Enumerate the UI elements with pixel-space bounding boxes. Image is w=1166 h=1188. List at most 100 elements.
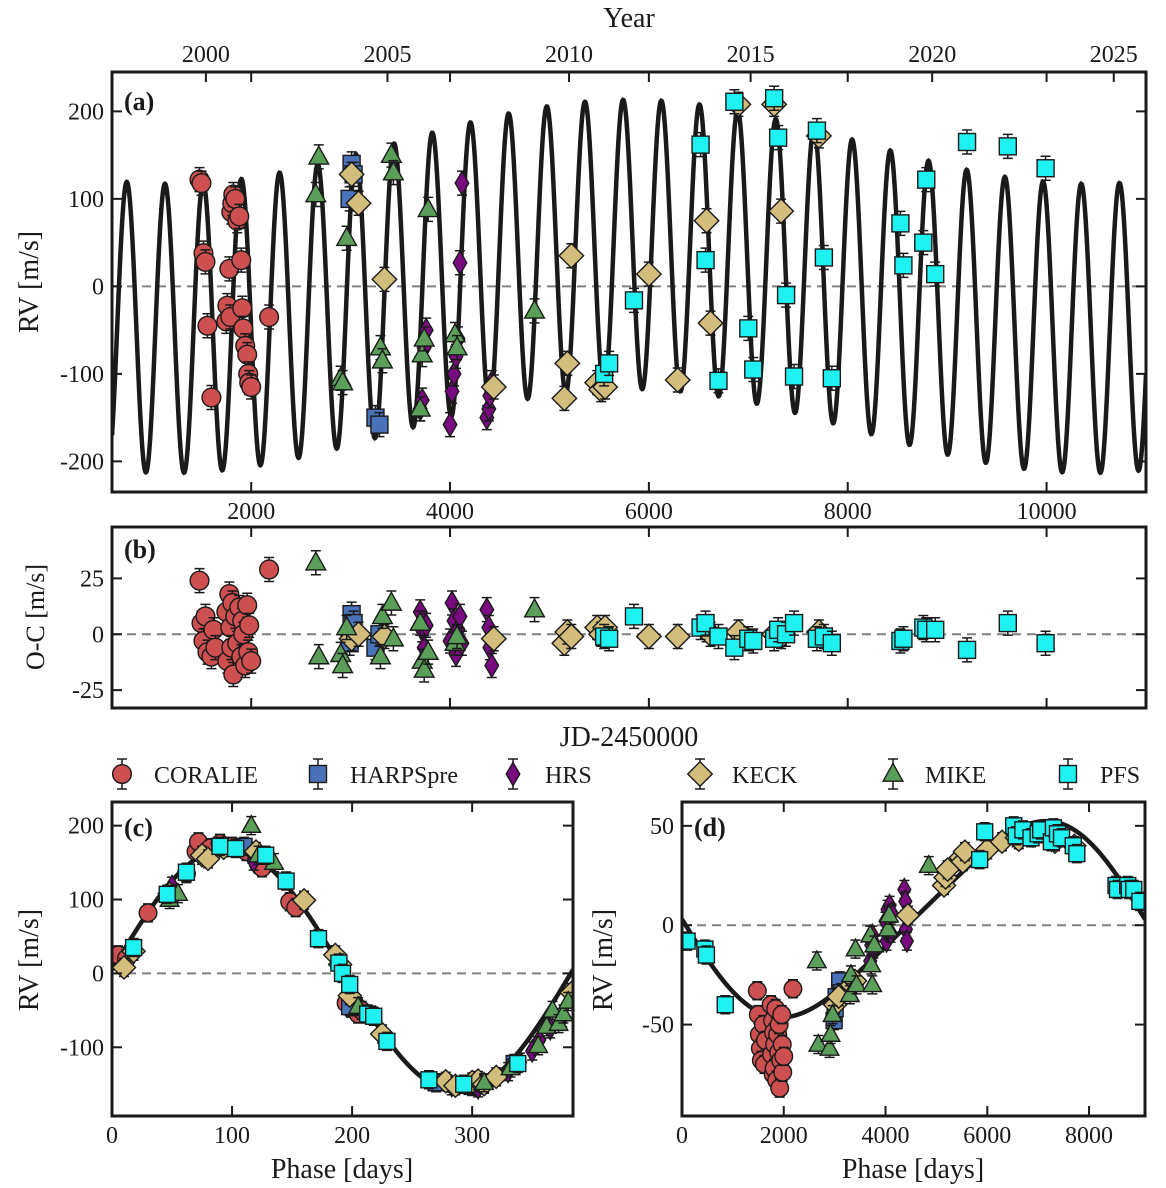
legend-label: MIKE: [925, 763, 986, 789]
data-point-pfs: [894, 256, 913, 275]
data-point-coralie: [191, 173, 212, 194]
data-points: [682, 816, 1145, 1098]
panel-b-label: (b): [124, 535, 156, 564]
y-tick-label: 0: [92, 961, 104, 987]
data-point-pfs: [957, 132, 977, 152]
data-point-pfs: [341, 975, 359, 994]
data-point-keck: [952, 839, 978, 865]
panel-c: -100 0 100 200 0 100 200 300: [60, 800, 575, 1149]
xlabel-b: JD-2450000: [560, 722, 698, 753]
data-point-mike: [240, 814, 262, 834]
data-point-pfs: [739, 319, 758, 338]
legend-label: PFS: [1100, 763, 1140, 789]
top-tick-label: 2010: [545, 42, 593, 68]
data-point-keck: [635, 260, 663, 288]
data-point-pfs: [807, 121, 827, 140]
x-tick-label: 8000: [824, 499, 872, 525]
data-point-pfs: [926, 264, 945, 284]
data-point-hrs: [899, 928, 915, 954]
data-point-mike: [382, 626, 405, 647]
data-point-coralie: [783, 979, 803, 999]
data-point-pfs: [599, 629, 619, 648]
xlabel-c: Phase [days]: [271, 1154, 413, 1185]
data-point-mike: [806, 949, 828, 969]
legend-entry-hrs: HRS: [505, 758, 592, 790]
data-point-mike: [380, 143, 403, 163]
data-point-pfs: [891, 214, 910, 233]
data-point-mike: [304, 550, 327, 571]
data-point-pfs: [894, 629, 913, 648]
data-point-mike: [304, 182, 327, 203]
data-point-mike: [523, 597, 546, 618]
data-point-pfs: [764, 89, 784, 108]
data-point-hrs: [454, 170, 470, 197]
data-point-coralie: [225, 188, 246, 209]
x-tick-label: 100: [214, 1123, 250, 1149]
panel-b: -25 0 25: [72, 525, 1148, 710]
legend-label: KECK: [732, 763, 798, 789]
data-point-coralie: [774, 1046, 794, 1066]
y-tick-label: -50: [642, 1013, 674, 1039]
data-point-keck: [895, 902, 921, 928]
legend-entry-mike: MIKE: [881, 758, 986, 790]
data-point-pfs: [957, 640, 977, 660]
data-point-pfs: [211, 837, 229, 856]
data-point-pfs: [784, 613, 804, 633]
data-point-coralie: [138, 903, 158, 923]
data-points: [112, 814, 573, 1101]
data-point-mike: [807, 1033, 829, 1052]
data-point-mike: [878, 903, 900, 923]
y-tick-label: 100: [68, 187, 104, 213]
data-point-pfs: [725, 92, 744, 111]
x-tick-label: 8000: [1065, 1123, 1113, 1149]
data-point-pfs: [509, 1054, 527, 1073]
data-point-mike: [417, 197, 440, 218]
data-point-mike: [331, 653, 354, 674]
x-tick-label: 300: [454, 1123, 490, 1149]
legend-marker: [686, 760, 714, 788]
y-tick-label: -200: [60, 449, 104, 475]
data-point-coralie: [189, 570, 210, 591]
xlabel-d: Phase [days]: [842, 1154, 984, 1185]
legend-entry-keck: KECK: [686, 758, 798, 790]
data-point-pfs: [256, 846, 275, 864]
data-point-keck: [767, 197, 795, 225]
data-point-pfs: [976, 823, 994, 841]
data-point-pfs: [378, 1032, 396, 1051]
top-tick-label: 2020: [908, 42, 956, 68]
data-point-mike: [413, 326, 436, 347]
y-tick-label: 200: [68, 814, 104, 840]
data-point-pfs: [998, 137, 1018, 156]
data-point-pfs: [822, 369, 842, 388]
data-point-mike: [542, 998, 564, 1018]
data-point-pfs: [768, 128, 788, 147]
data-point-mike: [445, 624, 469, 645]
x-tick-label: 6000: [963, 1123, 1011, 1149]
panel-c-label: (c): [124, 813, 153, 842]
plot-frame: [110, 70, 1148, 494]
data-point-pfs: [998, 613, 1018, 633]
data-point-coralie: [232, 298, 253, 319]
data-point-pfs: [177, 863, 196, 881]
data-point-keck: [554, 350, 581, 377]
data-point-pfs: [744, 631, 763, 651]
y-tick-label: 50: [650, 814, 674, 840]
data-point-coralie: [259, 559, 280, 580]
data-point-keck: [664, 623, 691, 650]
legend-label: HARPSpre: [350, 763, 458, 789]
data-point-mike: [307, 144, 330, 165]
y-tick-label: 100: [68, 888, 104, 914]
data-point-pfs: [624, 291, 644, 310]
data-point-mike: [331, 370, 354, 391]
data-point-mike: [335, 226, 358, 247]
data-point-pfs: [1131, 892, 1145, 911]
data-point-mike: [822, 1003, 844, 1023]
x-tick-label: 200: [334, 1123, 370, 1149]
legend-marker: [308, 764, 328, 784]
data-point-keck: [558, 623, 585, 650]
data-point-mike: [369, 644, 392, 665]
data-point-mike: [819, 1037, 841, 1056]
data-point-pfs: [691, 135, 710, 154]
data-point-keck: [697, 309, 724, 337]
